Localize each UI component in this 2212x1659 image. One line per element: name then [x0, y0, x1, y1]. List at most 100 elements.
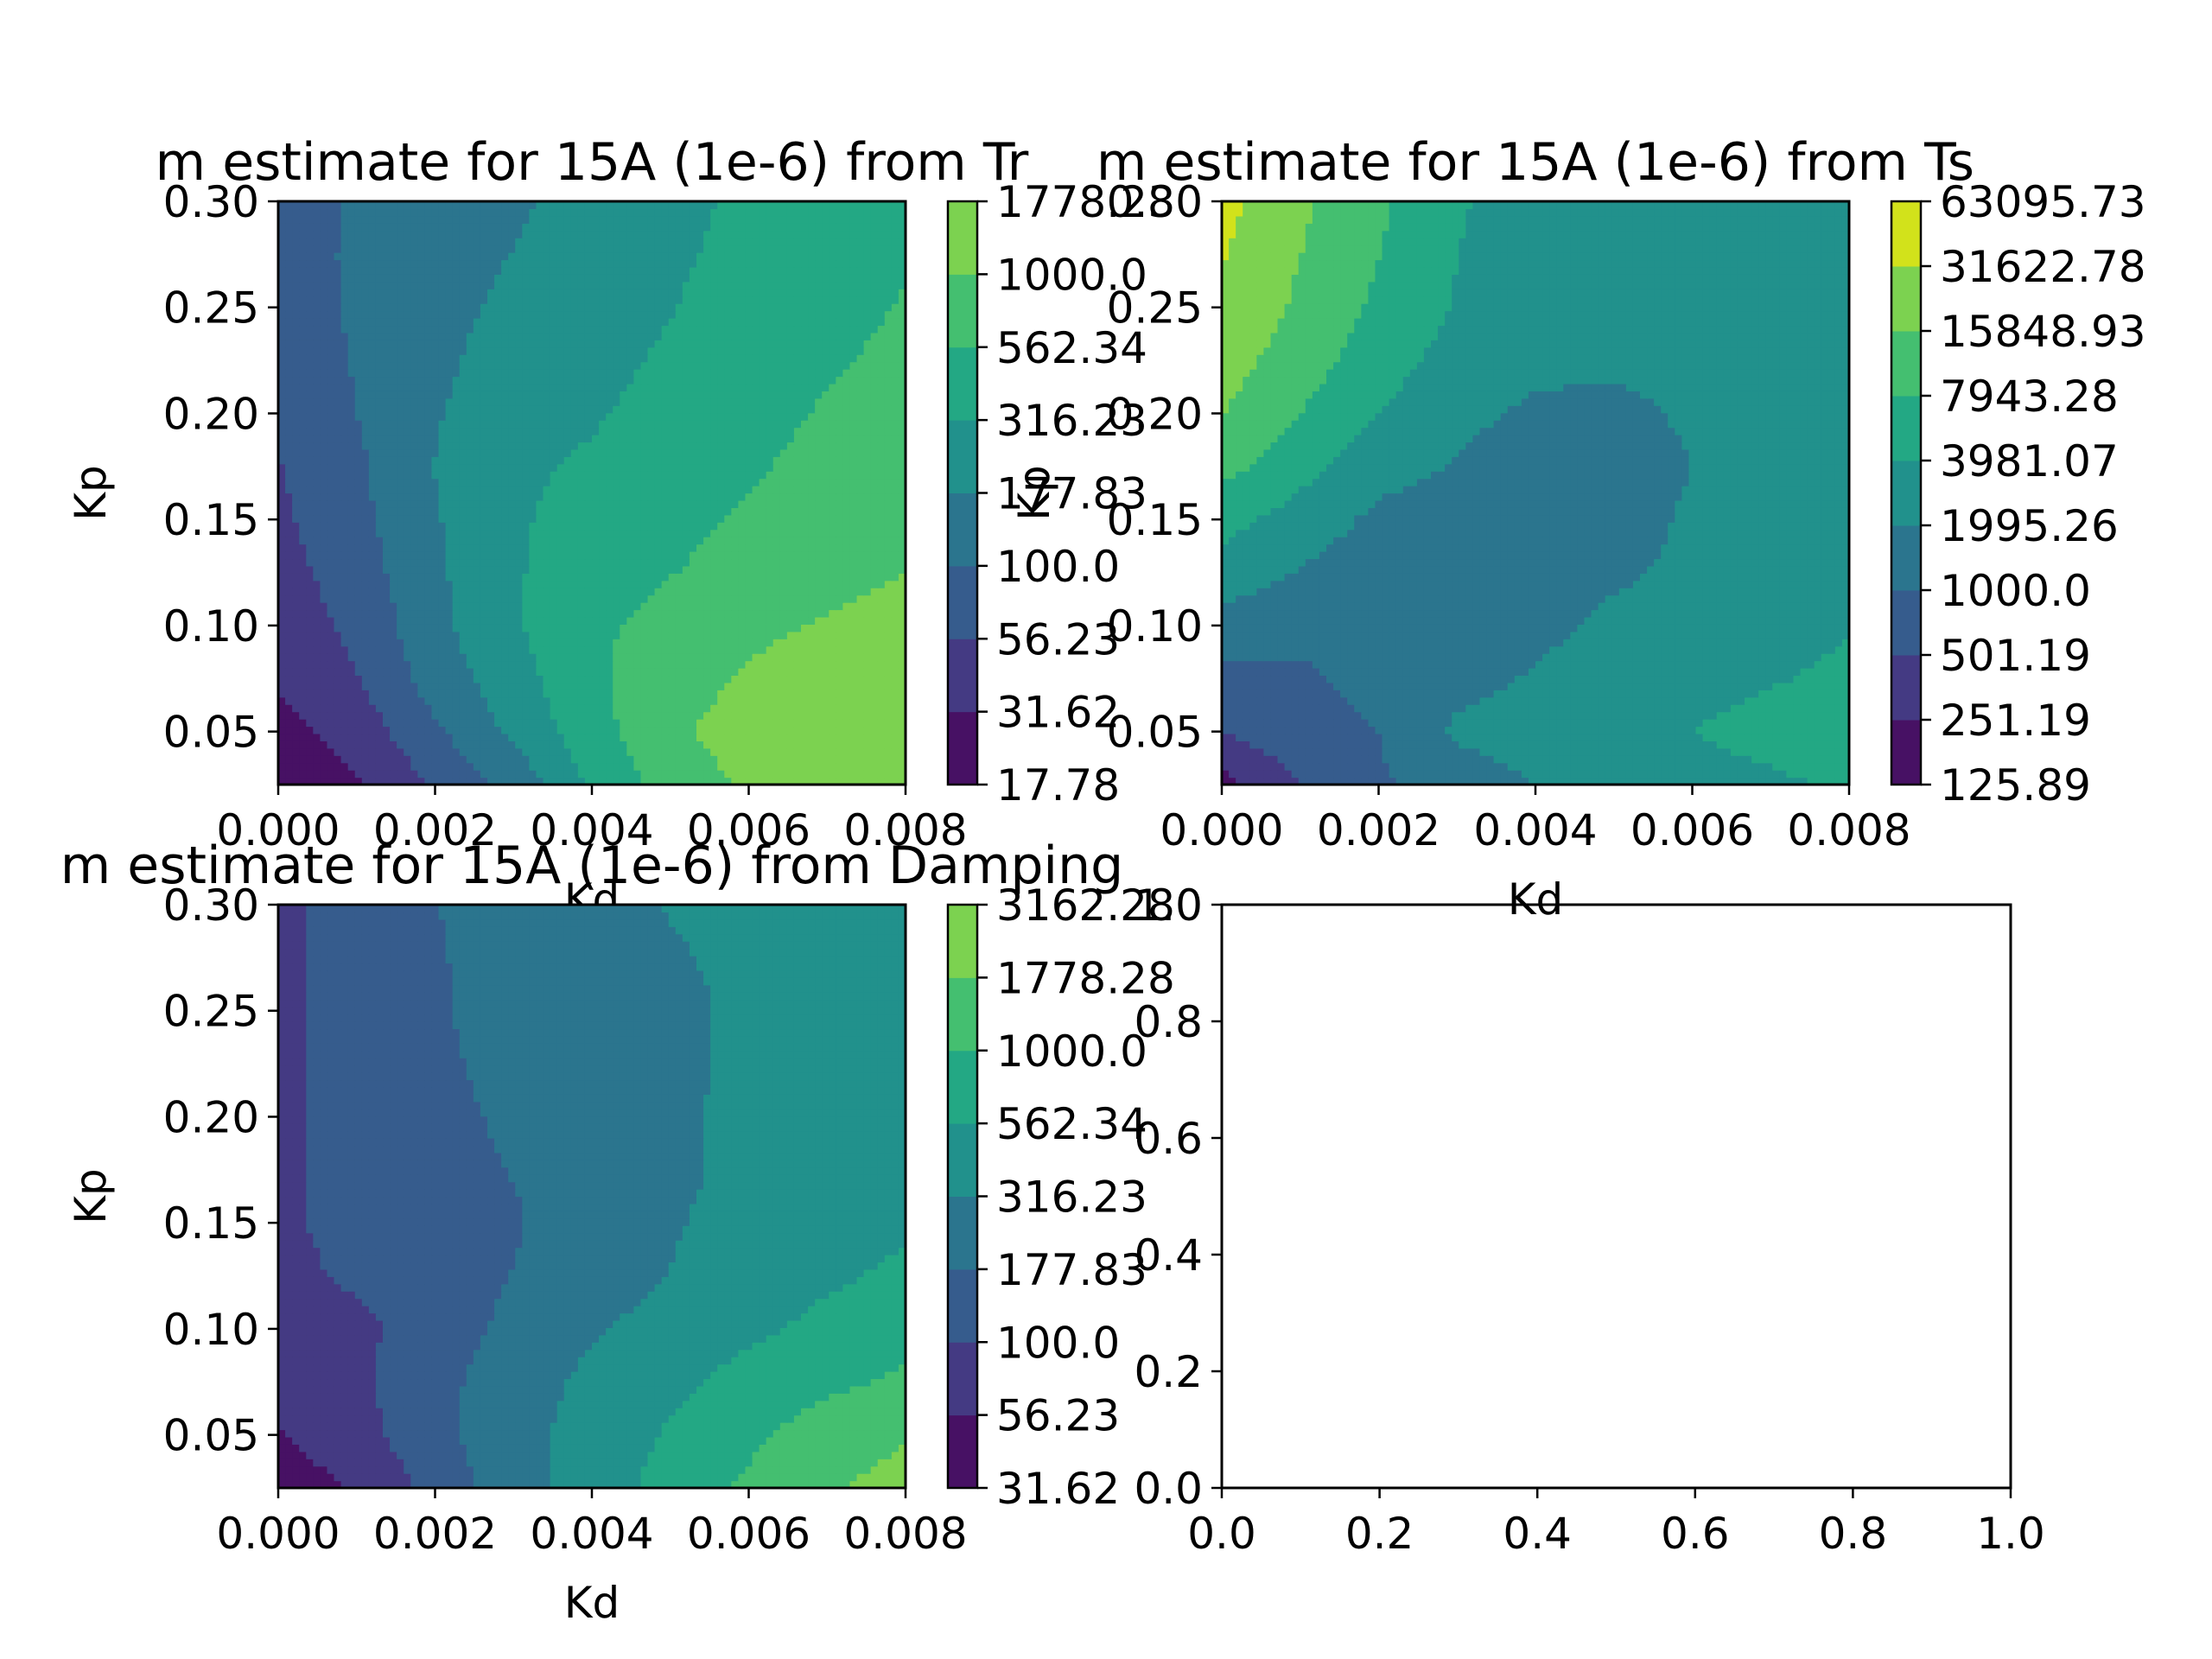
contour-cell: [857, 595, 865, 603]
contour-cell: [878, 704, 886, 712]
contour-cell: [885, 697, 893, 705]
contour-cell: [662, 420, 670, 428]
contour-cell: [849, 486, 857, 493]
contour-cell: [690, 558, 697, 566]
contour-cell: [557, 741, 565, 748]
contour-cell: [794, 581, 802, 588]
contour-cell: [390, 639, 397, 646]
contour-cell: [592, 566, 600, 574]
contour-cell: [696, 661, 704, 669]
contour-cell: [557, 428, 565, 435]
contour-cell: [892, 683, 899, 690]
contour-cell: [320, 719, 327, 727]
contour-cell: [710, 544, 718, 552]
contour-cell: [885, 428, 893, 435]
contour-cell: [585, 507, 593, 515]
contour-cell: [397, 595, 404, 603]
contour-cell: [717, 697, 725, 705]
contour-cell: [494, 639, 502, 646]
contour-cell: [460, 479, 467, 486]
contour-cell: [662, 683, 670, 690]
contour-cell: [522, 653, 530, 661]
contour-cell: [341, 624, 349, 632]
contour-cell: [864, 456, 872, 464]
contour-cell: [599, 602, 607, 610]
contour-cell: [620, 602, 627, 610]
contour-cell: [348, 537, 356, 544]
contour-cell: [703, 428, 711, 435]
contour-cell: [494, 522, 502, 530]
contour-cell: [480, 544, 488, 552]
contour-cell: [355, 581, 363, 588]
contour-cell: [397, 639, 404, 646]
contour-cell: [313, 610, 321, 618]
contour-cell: [613, 456, 620, 464]
contour-cell: [355, 690, 363, 697]
contour-cell: [731, 398, 739, 406]
contour-cell: [683, 741, 690, 748]
contour-cell: [690, 653, 697, 661]
contour-cell: [327, 522, 334, 530]
contour-cell: [453, 704, 461, 712]
contour-cell: [501, 551, 509, 559]
contour-cell: [773, 573, 781, 581]
contour-cell: [564, 486, 572, 493]
contour-cell: [633, 581, 641, 588]
contour-cell: [397, 704, 404, 712]
contour-cell: [529, 719, 537, 727]
contour-cell: [753, 668, 760, 676]
contour-cell: [878, 464, 886, 472]
contour-cell: [410, 551, 418, 559]
contour-cell: [410, 442, 418, 449]
contour-cell: [515, 530, 523, 537]
contour-cell: [683, 770, 690, 778]
contour-cell: [327, 486, 334, 493]
contour-cell: [710, 530, 718, 537]
contour-cell: [474, 610, 481, 618]
contour-cell: [801, 734, 809, 741]
contour-cell: [717, 610, 725, 618]
contour-cell: [676, 697, 683, 705]
contour-cell: [467, 493, 474, 501]
contour-cell: [794, 763, 802, 771]
contour-cell: [836, 413, 843, 421]
contour-cell: [341, 763, 349, 771]
contour-cell: [738, 748, 746, 756]
contour-cell: [383, 551, 391, 559]
contour-cell: [390, 668, 397, 676]
contour-cell: [543, 668, 551, 676]
contour-cell: [417, 697, 425, 705]
contour-cell: [710, 384, 718, 391]
contour-cell: [564, 690, 572, 697]
contour-cell: [460, 683, 467, 690]
contour-cell: [640, 588, 648, 595]
contour-cell: [299, 581, 307, 588]
contour-cell: [640, 471, 648, 479]
contour-cell: [606, 624, 613, 632]
contour-cell: [501, 610, 509, 618]
contour-cell: [633, 413, 641, 421]
contour-cell: [849, 493, 857, 501]
contour-cell: [320, 755, 327, 763]
contour-cell: [453, 405, 461, 413]
contour-cell: [801, 471, 809, 479]
contour-cell: [480, 456, 488, 464]
contour-cell: [738, 581, 746, 588]
contour-cell: [578, 632, 586, 639]
contour-cell: [801, 428, 809, 435]
contour-cell: [404, 610, 411, 618]
contour-cell: [320, 384, 327, 391]
contour-cell: [857, 398, 865, 406]
contour-cell: [383, 661, 391, 669]
contour-cell: [410, 734, 418, 741]
contour-cell: [467, 398, 474, 406]
contour-cell: [529, 697, 537, 705]
contour-cell: [606, 500, 613, 508]
contour-cell: [892, 544, 899, 552]
contour-cell: [431, 712, 439, 720]
contour-cell: [306, 602, 314, 610]
contour-cell: [808, 595, 816, 603]
contour-cell: [669, 610, 677, 618]
contour-cell: [369, 442, 377, 449]
contour-cell: [550, 727, 558, 734]
